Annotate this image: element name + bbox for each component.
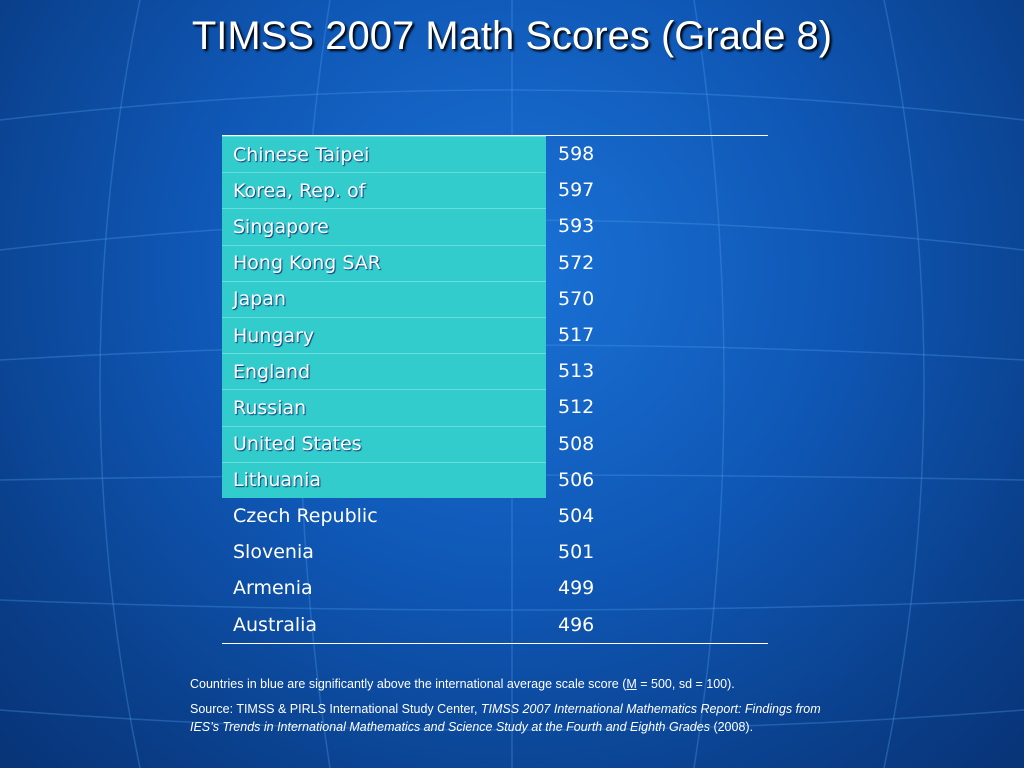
country-name: Japan [233,288,286,311]
country-name: Korea, Rep. of [233,179,366,202]
country-cell: Slovenia [222,534,546,570]
country-cell: Czech Republic [222,498,546,534]
country-name: Czech Republic [233,504,378,527]
country-name: Slovenia [233,541,314,564]
country-name: Chinese Taipei [233,143,370,166]
footnote-text-2: = 500, sd = 100). [636,677,735,691]
table-row: Slovenia 501 [222,534,768,570]
country-cell: United States [222,425,546,462]
table-row: Hong Kong SAR 572 [222,244,768,281]
country-cell: Chinese Taipei [222,136,546,173]
country-name: England [233,360,311,383]
source-report-title: TIMSS 2007 International Mathematics Rep… [190,702,821,734]
country-cell: Australia [222,606,546,642]
table-row: Singapore 593 [222,208,768,245]
country-name: Singapore [233,215,329,238]
country-cell: Lithuania [222,461,546,498]
table-row: Chinese Taipei 598 [222,136,768,173]
table-row: Australia 496 [222,606,768,642]
country-cell: Russian [222,389,546,426]
country-cell: Japan [222,280,546,317]
country-cell: Singapore [222,208,546,245]
country-name: Hong Kong SAR [233,252,381,275]
score-cell: 598 [558,143,595,166]
country-cell: England [222,353,546,390]
footnote-significance: Countries in blue are significantly abov… [190,675,830,693]
score-cell: 512 [558,396,595,419]
footnote-source: Source: TIMSS & PIRLS International Stud… [190,700,830,736]
score-cell: 496 [558,613,595,636]
country-cell: Korea, Rep. of [222,172,546,209]
table-row: Lithuania 506 [222,461,768,498]
score-cell: 517 [558,324,595,347]
country-cell: Hong Kong SAR [222,244,546,281]
country-cell: Hungary [222,316,546,354]
table-row: Russian 512 [222,389,768,426]
country-name: United States [233,433,362,456]
country-name: Australia [233,613,318,636]
table-row: Japan 570 [222,280,768,317]
score-cell: 499 [558,577,595,600]
country-cell: Armenia [222,570,546,606]
score-cell: 504 [558,504,595,527]
scores-table: Chinese Taipei 598 Korea, Rep. of 597 Singap… [222,135,768,644]
country-name: Russian [233,396,307,419]
score-cell: 506 [558,468,595,491]
score-cell: 570 [558,287,595,310]
country-name: Hungary [233,324,315,347]
score-cell: 513 [558,360,595,383]
score-cell: 597 [558,179,595,202]
slide-title: TIMSS 2007 Math Scores (Grade 8) [191,14,833,58]
country-name: Armenia [233,577,313,600]
country-name: Lithuania [233,469,322,492]
source-label: Source: TIMSS & PIRLS International Stud… [190,702,481,716]
table-row: Korea, Rep. of 597 [222,172,768,209]
score-cell: 572 [558,251,595,274]
table-row: United States 508 [222,425,768,462]
score-cell: 508 [558,432,595,455]
score-cell: 593 [558,215,595,238]
table-row: Hungary 517 [222,316,768,354]
score-cell: 501 [558,541,595,564]
footnote-mean-symbol: M [626,677,637,691]
table-row: England 513 [222,353,768,390]
footnote-text-1: Countries in blue are significantly abov… [190,677,627,691]
source-year: (2008). [709,720,754,734]
table-row: Czech Republic 504 [222,498,768,534]
table-row: Armenia 499 [222,570,768,606]
